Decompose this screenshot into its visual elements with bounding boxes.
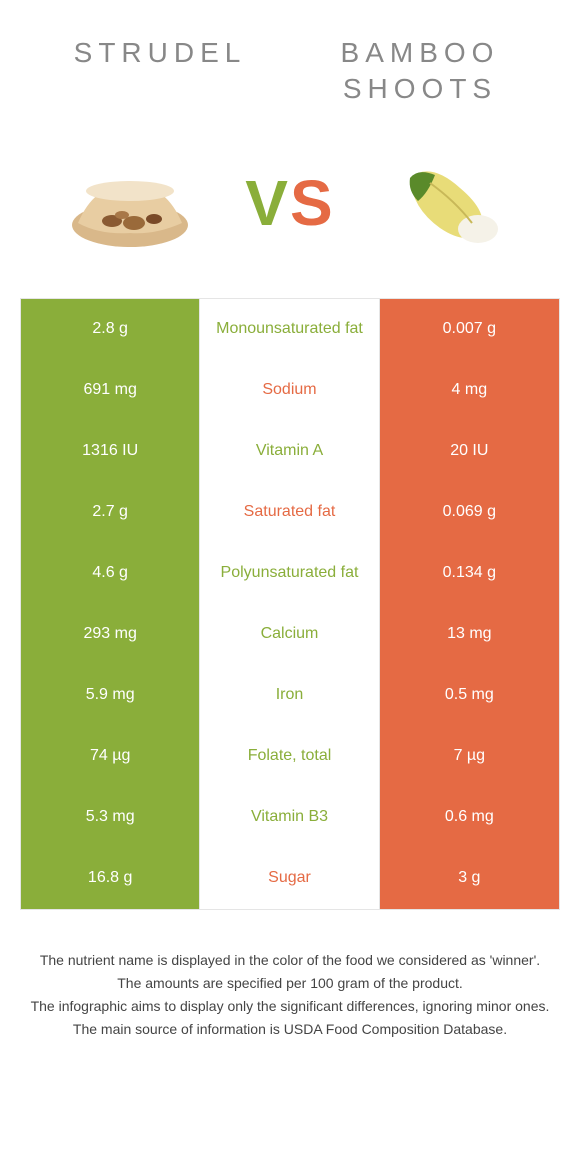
- left-value-cell: 5.3 mg: [21, 787, 200, 848]
- bamboo-image: [375, 148, 525, 258]
- table-row: 2.8 gMonounsaturated fat0.007 g: [21, 299, 559, 360]
- right-value-cell: 7 µg: [380, 726, 559, 787]
- left-value-cell: 2.7 g: [21, 482, 200, 543]
- left-value-cell: 16.8 g: [21, 848, 200, 909]
- header: Strudel Bamboo Shoots: [0, 0, 580, 128]
- vs-s-letter: S: [290, 167, 335, 239]
- table-row: 5.9 mgIron0.5 mg: [21, 665, 559, 726]
- nutrient-name-cell: Vitamin A: [200, 421, 379, 482]
- footer-line-4: The main source of information is USDA F…: [30, 1019, 550, 1040]
- strudel-image: [55, 148, 205, 258]
- nutrient-name-cell: Monounsaturated fat: [200, 299, 379, 360]
- left-value-cell: 691 mg: [21, 360, 200, 421]
- table-row: 691 mgSodium4 mg: [21, 360, 559, 421]
- footer-notes: The nutrient name is displayed in the co…: [30, 950, 550, 1040]
- right-value-cell: 3 g: [380, 848, 559, 909]
- table-row: 5.3 mgVitamin B30.6 mg: [21, 787, 559, 848]
- left-value-cell: 2.8 g: [21, 299, 200, 360]
- left-value-cell: 1316 IU: [21, 421, 200, 482]
- right-value-cell: 0.5 mg: [380, 665, 559, 726]
- right-value-cell: 0.069 g: [380, 482, 559, 543]
- footer-line-2: The amounts are specified per 100 gram o…: [30, 973, 550, 994]
- right-value-cell: 20 IU: [380, 421, 559, 482]
- table-row: 74 µgFolate, total7 µg: [21, 726, 559, 787]
- right-value-cell: 0.134 g: [380, 543, 559, 604]
- left-food-title: Strudel: [60, 35, 260, 108]
- left-value-cell: 4.6 g: [21, 543, 200, 604]
- table-row: 2.7 gSaturated fat0.069 g: [21, 482, 559, 543]
- right-value-cell: 4 mg: [380, 360, 559, 421]
- images-row: VS: [0, 128, 580, 288]
- right-value-cell: 13 mg: [380, 604, 559, 665]
- nutrient-name-cell: Sodium: [200, 360, 379, 421]
- nutrient-name-cell: Calcium: [200, 604, 379, 665]
- left-value-cell: 5.9 mg: [21, 665, 200, 726]
- nutrient-table: 2.8 gMonounsaturated fat0.007 g691 mgSod…: [20, 298, 560, 910]
- nutrient-name-cell: Sugar: [200, 848, 379, 909]
- left-value-cell: 74 µg: [21, 726, 200, 787]
- right-food-title: Bamboo Shoots: [320, 35, 520, 108]
- table-row: 1316 IUVitamin A20 IU: [21, 421, 559, 482]
- table-row: 293 mgCalcium13 mg: [21, 604, 559, 665]
- nutrient-name-cell: Folate, total: [200, 726, 379, 787]
- table-row: 4.6 gPolyunsaturated fat0.134 g: [21, 543, 559, 604]
- nutrient-name-cell: Vitamin B3: [200, 787, 379, 848]
- table-row: 16.8 gSugar3 g: [21, 848, 559, 909]
- nutrient-name-cell: Saturated fat: [200, 482, 379, 543]
- vs-v-letter: V: [245, 167, 290, 239]
- right-value-cell: 0.6 mg: [380, 787, 559, 848]
- left-value-cell: 293 mg: [21, 604, 200, 665]
- nutrient-name-cell: Polyunsaturated fat: [200, 543, 379, 604]
- right-value-cell: 0.007 g: [380, 299, 559, 360]
- vs-label: VS: [245, 166, 334, 240]
- footer-line-3: The infographic aims to display only the…: [30, 996, 550, 1017]
- footer-line-1: The nutrient name is displayed in the co…: [30, 950, 550, 971]
- nutrient-name-cell: Iron: [200, 665, 379, 726]
